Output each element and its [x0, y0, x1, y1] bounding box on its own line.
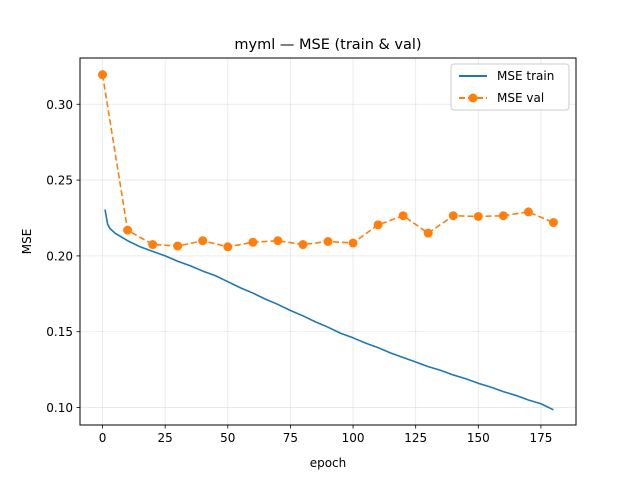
data-point	[523, 207, 533, 217]
data-point	[173, 241, 183, 251]
x-tick-label: 150	[467, 431, 490, 445]
data-point	[423, 228, 433, 238]
data-point	[548, 218, 558, 228]
data-point	[198, 236, 208, 246]
data-point	[348, 238, 358, 248]
legend: MSE train MSE val	[450, 63, 570, 111]
x-tick-label: 50	[220, 431, 235, 445]
data-point	[373, 220, 383, 230]
data-point	[398, 211, 408, 221]
x-tick-label: 25	[158, 431, 173, 445]
data-point	[98, 70, 108, 80]
x-tick-label: 175	[529, 431, 552, 445]
ticks: 0 25 50 75 100 125 150 175 0.10 0.15 0.20 0.25 0.30	[46, 98, 552, 445]
y-tick-label: 0.10	[46, 401, 73, 415]
x-axis-label: epoch	[310, 456, 347, 470]
legend-val-marker	[468, 93, 478, 103]
x-tick-label: 75	[283, 431, 298, 445]
x-tick-label: 100	[342, 431, 365, 445]
grid	[80, 58, 576, 425]
legend-val-label: MSE val	[497, 91, 544, 105]
axes-frame	[79, 57, 577, 426]
y-axis-label: MSE	[20, 229, 34, 255]
plot-area: 0 25 50 75 100 125 150 175 0.10 0.15 0.20 0.25 0.30	[46, 57, 577, 445]
y-tick-label: 0.30	[46, 98, 73, 112]
data-point	[473, 211, 483, 221]
data-point	[223, 242, 233, 252]
data-point	[448, 211, 458, 221]
series-layer	[98, 70, 558, 411]
data-point	[323, 237, 333, 246]
chart-title: myml — MSE (train & val)	[234, 37, 421, 53]
y-tick-label: 0.20	[46, 249, 73, 263]
y-tick-label: 0.15	[46, 325, 73, 339]
data-point	[123, 225, 133, 235]
x-tick-label: 0	[99, 431, 107, 445]
data-point	[248, 237, 258, 247]
legend-train-label: MSE train	[497, 69, 554, 83]
series-line-train	[104, 209, 554, 411]
y-tick-label: 0.25	[46, 174, 73, 188]
data-point	[148, 240, 158, 250]
data-point	[298, 240, 308, 250]
x-tick-label: 125	[404, 431, 427, 445]
data-point	[498, 211, 508, 221]
data-point	[273, 236, 283, 246]
